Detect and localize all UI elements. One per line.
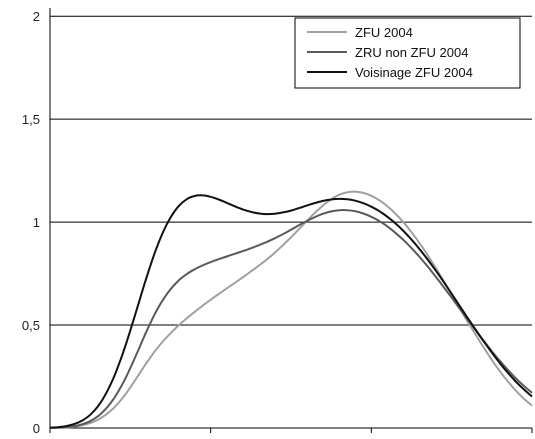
series-line-1 [49,209,533,429]
y-tick-labels: 0 0,5 1 1,5 2 [22,9,40,436]
x-tick-marks [49,428,533,433]
y-tick-label: 0,5 [22,318,40,333]
grid-lines [50,15,532,326]
y-tick-label: 2 [33,9,40,24]
series-line-2 [49,194,533,429]
legend-label: ZRU non ZFU 2004 [355,45,468,60]
series-lines [49,190,533,429]
axes [49,8,532,429]
y-tick-label: 1 [33,215,40,230]
legend-label: Voisinage ZFU 2004 [355,65,473,80]
y-tick-label: 1,5 [22,112,40,127]
legend-label: ZFU 2004 [355,25,413,40]
legend: ZFU 2004 ZRU non ZFU 2004 Voisinage ZFU 20… [294,17,521,89]
y-tick-label: 0 [33,421,40,436]
